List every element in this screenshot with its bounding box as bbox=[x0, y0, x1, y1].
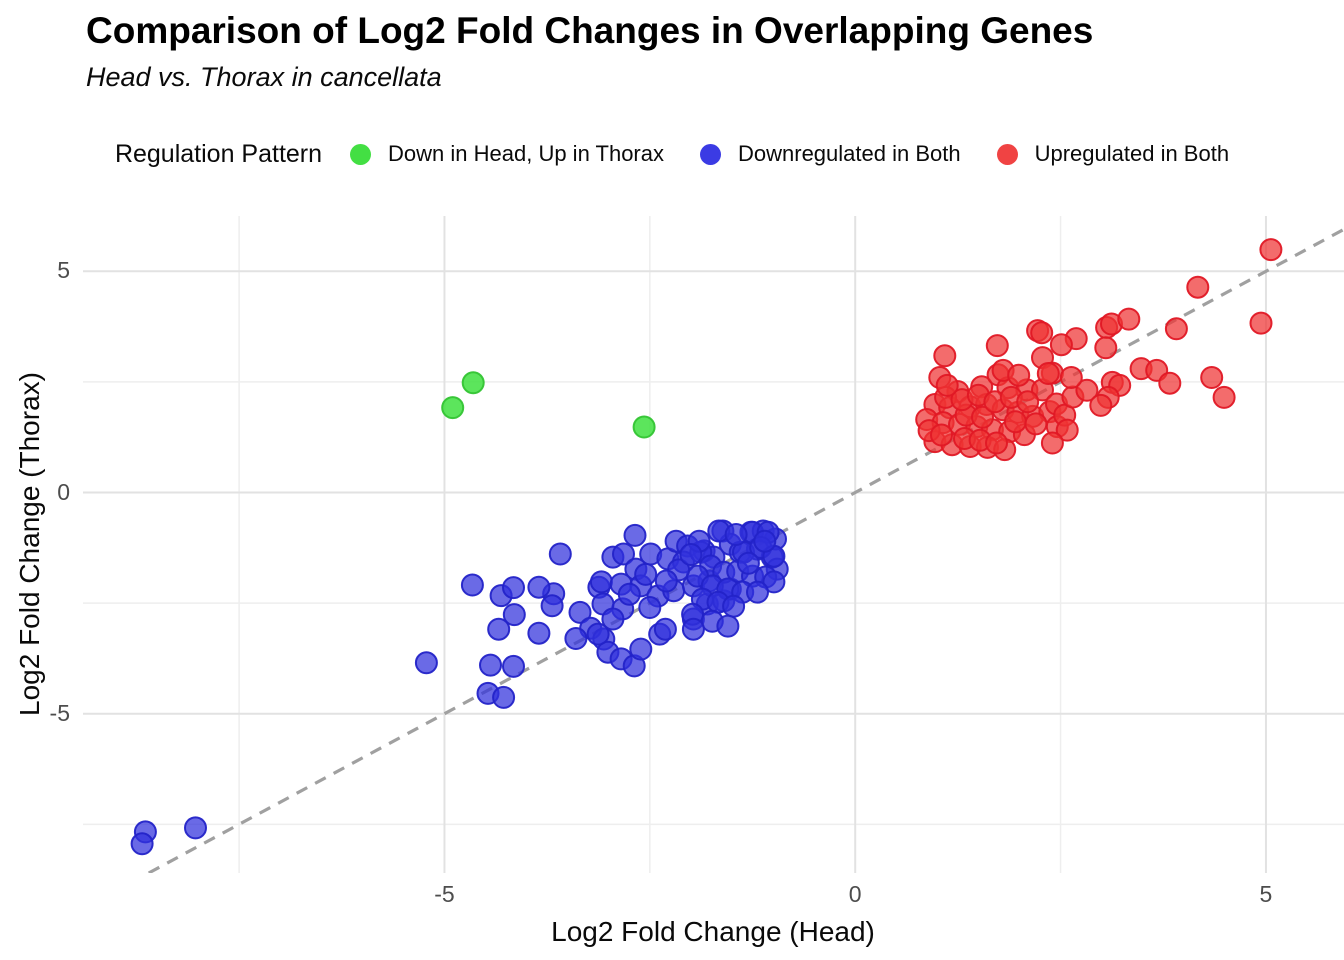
legend-label: Upregulated in Both bbox=[1034, 141, 1230, 166]
data-point bbox=[461, 371, 485, 395]
data-point bbox=[492, 685, 516, 709]
data-point bbox=[1059, 366, 1083, 389]
data-point bbox=[632, 415, 656, 439]
data-point bbox=[679, 543, 703, 566]
data-point bbox=[527, 575, 551, 599]
data-point bbox=[502, 576, 525, 600]
series-0 bbox=[441, 371, 656, 439]
data-point bbox=[935, 373, 959, 397]
legend-label: Down in Head, Up in Thorax bbox=[388, 141, 664, 166]
data-point bbox=[746, 580, 769, 604]
data-point bbox=[1186, 275, 1210, 299]
data-point bbox=[762, 570, 786, 594]
legend-item-1: Downregulated in Both bbox=[700, 141, 961, 167]
y-tick-label: -5 bbox=[49, 699, 70, 726]
data-point bbox=[568, 600, 592, 624]
data-point bbox=[414, 651, 438, 675]
data-point bbox=[985, 334, 1009, 358]
data-point bbox=[548, 542, 572, 566]
data-point bbox=[184, 816, 207, 840]
data-point bbox=[586, 622, 610, 646]
data-point bbox=[724, 523, 748, 546]
data-point bbox=[1040, 431, 1064, 455]
data-point bbox=[930, 423, 953, 447]
data-point bbox=[564, 627, 588, 650]
data-point bbox=[601, 607, 625, 631]
data-point bbox=[933, 344, 957, 368]
data-point bbox=[1212, 385, 1236, 409]
data-point bbox=[1075, 378, 1099, 402]
data-point bbox=[985, 431, 1008, 455]
scatter-plot bbox=[83, 216, 1344, 873]
chart-subtitle: Head vs. Thorax in cancellata bbox=[86, 62, 442, 92]
legend: Regulation Pattern Down in Head, Up in T… bbox=[0, 134, 1344, 174]
data-point bbox=[1016, 390, 1040, 414]
data-point bbox=[1094, 336, 1118, 360]
data-point bbox=[1003, 410, 1027, 434]
x-tick-label: -5 bbox=[434, 881, 455, 907]
data-point bbox=[736, 551, 760, 575]
data-point bbox=[653, 617, 677, 641]
data-point bbox=[502, 654, 525, 678]
data-point bbox=[1007, 363, 1031, 387]
data-point bbox=[629, 637, 653, 661]
data-point bbox=[617, 582, 641, 606]
data-point bbox=[716, 614, 740, 638]
x-tick-label: 0 bbox=[848, 881, 862, 907]
legend-label: Downregulated in Both bbox=[738, 141, 961, 166]
plot-panel bbox=[83, 216, 1344, 873]
data-point bbox=[479, 653, 502, 677]
data-point bbox=[1158, 371, 1182, 395]
data-point bbox=[527, 621, 551, 645]
series-2 bbox=[915, 238, 1283, 462]
chart-title: Comparison of Log2 Fold Changes in Overl… bbox=[86, 10, 1094, 51]
x-axis-title: Log2 Fold Change (Head) bbox=[551, 916, 875, 947]
data-point bbox=[753, 529, 777, 553]
data-point bbox=[1036, 362, 1060, 385]
data-point bbox=[487, 617, 511, 641]
data-point bbox=[612, 542, 635, 566]
data-point bbox=[1259, 238, 1283, 262]
data-point bbox=[1117, 307, 1141, 331]
data-point bbox=[1055, 418, 1079, 442]
data-point bbox=[589, 570, 613, 594]
legend-item-2: Upregulated in Both bbox=[996, 141, 1230, 167]
data-point bbox=[654, 569, 678, 593]
legend-swatch-icon bbox=[700, 143, 721, 165]
data-point bbox=[441, 396, 465, 420]
data-point bbox=[130, 832, 154, 856]
data-point bbox=[1089, 393, 1113, 417]
data-point bbox=[1200, 366, 1224, 389]
data-point bbox=[1164, 317, 1188, 341]
y-tick-label: 0 bbox=[57, 478, 70, 505]
data-point bbox=[722, 594, 746, 618]
data-point bbox=[540, 594, 564, 618]
x-tick-label: 5 bbox=[1259, 881, 1273, 907]
y-axis-title: Log2 Fold Change (Thorax) bbox=[14, 372, 45, 716]
legend-items: Down in Head, Up in Thorax Downregulated … bbox=[350, 141, 1229, 167]
legend-swatch-icon bbox=[996, 143, 1018, 165]
data-point bbox=[681, 617, 705, 641]
data-point bbox=[1030, 321, 1054, 345]
legend-item-0: Down in Head, Up in Thorax bbox=[350, 141, 664, 167]
legend-swatch-icon bbox=[350, 143, 372, 165]
data-point bbox=[638, 596, 662, 619]
data-point bbox=[1249, 311, 1273, 335]
data-point bbox=[1024, 412, 1048, 436]
data-point bbox=[1049, 333, 1073, 357]
series-1 bbox=[130, 519, 789, 856]
data-point bbox=[460, 573, 484, 597]
legend-title: Regulation Pattern bbox=[114, 139, 323, 168]
data-point bbox=[623, 523, 647, 547]
y-tick-label: 5 bbox=[57, 257, 70, 284]
data-point bbox=[971, 405, 994, 429]
data-point bbox=[502, 603, 526, 627]
data-point bbox=[634, 562, 658, 586]
